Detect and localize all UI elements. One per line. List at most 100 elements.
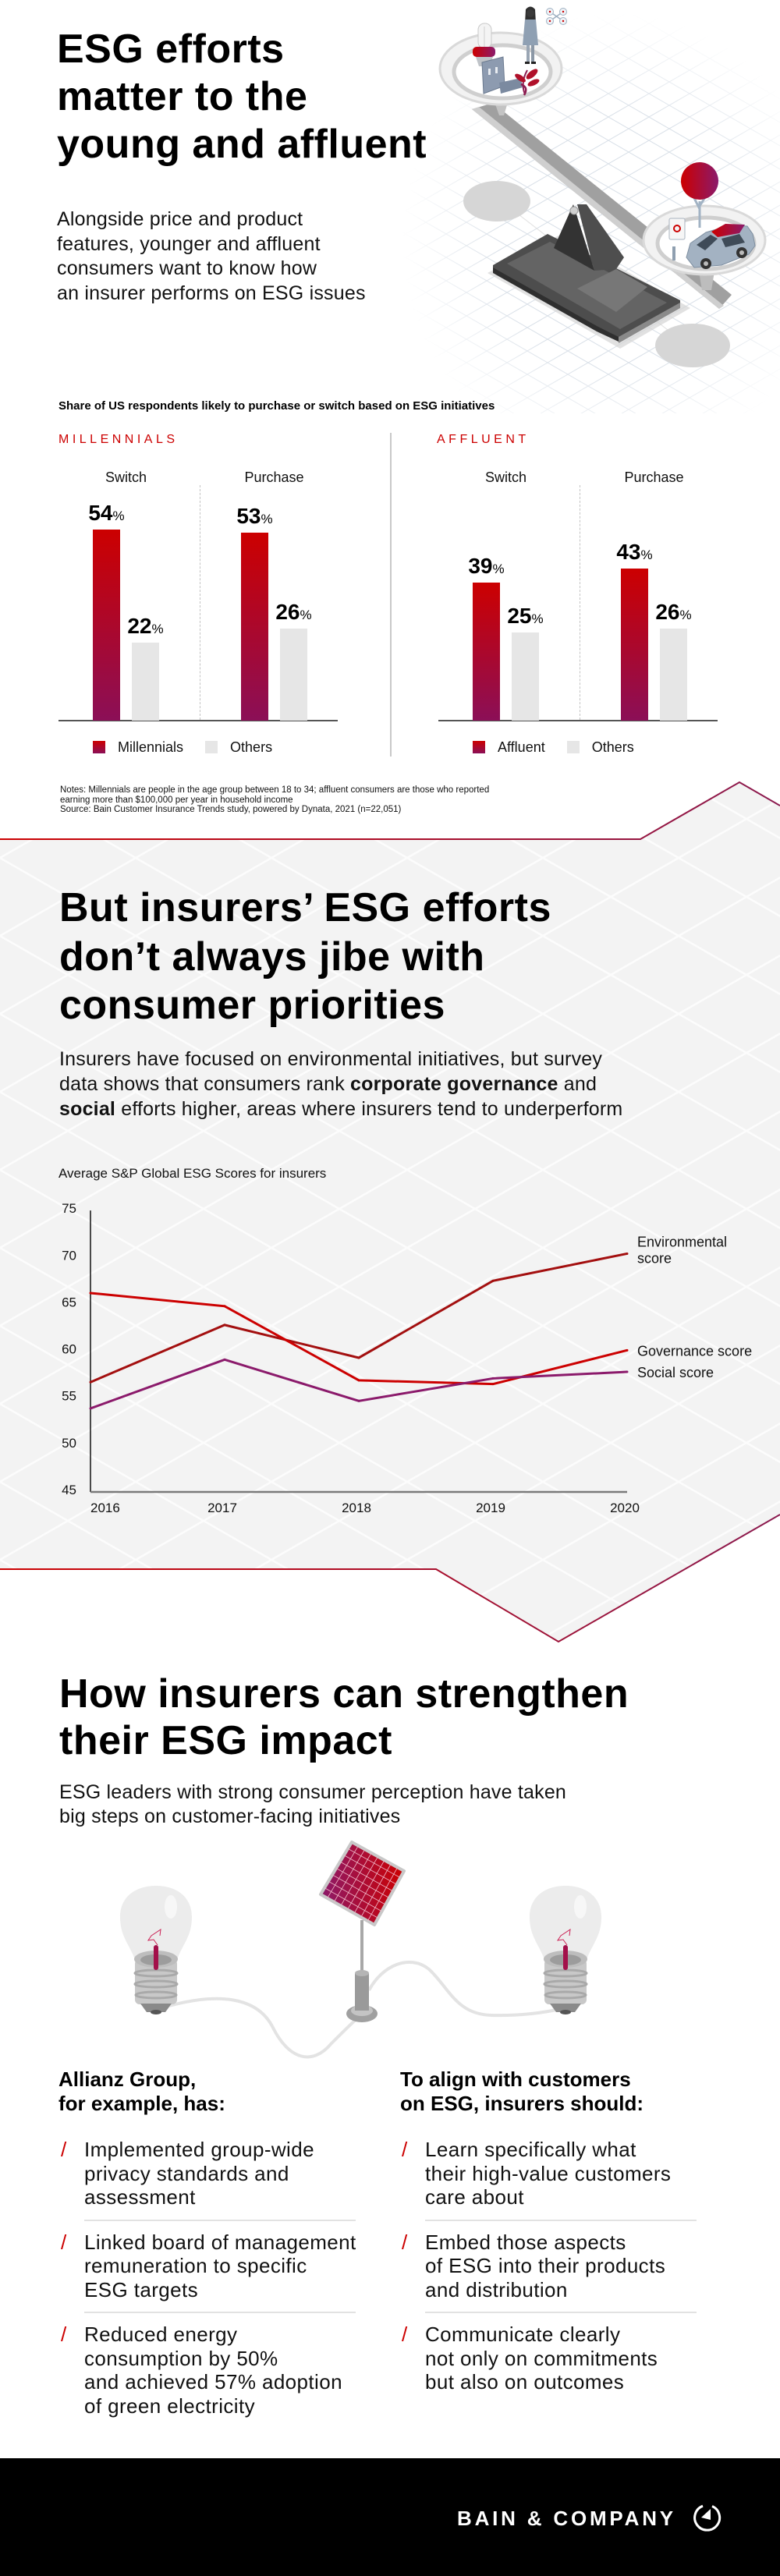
- list-item-text: Communicate clearly not only on commitme…: [425, 2323, 658, 2394]
- x-tick-label: 2020: [610, 1501, 640, 1515]
- value-unit: %: [261, 512, 273, 527]
- slash-bullet-icon: /: [61, 2230, 67, 2254]
- hero-intro: Alongside price and product features, yo…: [57, 208, 366, 305]
- power-cable: [168, 1997, 359, 2059]
- recommendations-heading: To align with customers on ESG, insurers…: [400, 2068, 644, 2115]
- y-tick-label: 65: [62, 1295, 76, 1309]
- bar-value-label: 22%: [107, 615, 185, 642]
- data-point-social-score: [89, 1407, 92, 1410]
- value-number: 26: [655, 599, 680, 624]
- scores-intro-emphasis: corporate governance: [350, 1073, 558, 1095]
- solar-panel-stand: [346, 1920, 378, 2022]
- series-label-governance-score: Governance score: [637, 1343, 752, 1359]
- bar-switch-affluent: [473, 582, 500, 721]
- data-point-governance-score: [223, 1305, 226, 1308]
- value-number: 53: [236, 504, 261, 529]
- y-tick-label: 55: [62, 1389, 76, 1404]
- group-label-purchase: Purchase: [624, 469, 684, 485]
- data-point-environmental-score: [626, 1252, 629, 1255]
- value-number: 39: [468, 553, 493, 578]
- list-item-text: Learn specifically what their high-value…: [425, 2138, 672, 2209]
- lightbulb-icon: [119, 1884, 193, 2016]
- series-line-environmental-score: [90, 1252, 628, 1384]
- value-unit: %: [151, 622, 164, 637]
- legend-label: Millennials: [118, 739, 184, 755]
- bain-compass-icon: [693, 2504, 722, 2532]
- group-label-purchase: Purchase: [244, 469, 304, 485]
- value-unit: %: [492, 561, 505, 576]
- scores-title: But insurers’ ESG efforts don’t always j…: [59, 885, 551, 1028]
- list-item: / Communicate clearly not only on commitm…: [402, 2312, 697, 2394]
- series-line-governance-score: [90, 1292, 628, 1386]
- insurer-recommendations-column: To align with customers on ESG, insurers…: [400, 2068, 697, 2394]
- data-point-governance-score: [357, 1379, 360, 1382]
- bar-switch-others: [512, 632, 539, 721]
- bar-purchase-affluent: [621, 568, 648, 721]
- value-unit: %: [679, 607, 692, 622]
- list-item-text: Linked board of management remuneration …: [84, 2230, 356, 2301]
- solar-cell-line: [343, 1855, 397, 1885]
- y-tick-label: 70: [62, 1248, 76, 1263]
- legend-label: Others: [591, 739, 634, 755]
- list-item-text: Reduced energy consumption by 50% and ac…: [84, 2323, 342, 2418]
- slash-bullet-icon: /: [402, 2138, 408, 2161]
- legend-item-others: Others: [205, 739, 272, 756]
- series-label-social-score: Social score: [637, 1365, 714, 1380]
- list-item: / Reduced energy consumption by 50% and a…: [61, 2312, 356, 2418]
- panel-label-millennials: MILLENNIALS: [58, 433, 179, 446]
- line-chart-title: Average S&P Global ESG Scores for insure…: [58, 1166, 327, 1181]
- value-unit: %: [640, 547, 653, 562]
- data-point-environmental-score: [491, 1279, 495, 1282]
- data-point-governance-score: [89, 1292, 92, 1295]
- data-point-social-score: [357, 1399, 360, 1402]
- bar-switch-others: [132, 643, 159, 721]
- allianz-heading: Allianz Group, for example, has:: [58, 2068, 225, 2115]
- allianz-example-column: Allianz Group, for example, has: / Implem…: [58, 2068, 356, 2418]
- legend-item-others: Others: [566, 739, 634, 756]
- legend-label: Affluent: [498, 739, 545, 755]
- affluent-bar-chart: Affluent Others Switch 39% 25% Purchase 43% 26…: [438, 460, 719, 764]
- scale-base: [493, 234, 680, 343]
- slash-bullet-icon: /: [61, 2323, 67, 2346]
- bar-purchase-millennials: [241, 533, 268, 721]
- cfl-bulb-icon: [473, 23, 495, 66]
- power-cable: [367, 1961, 561, 2018]
- list-item-text: Implemented group-wide privacy standards…: [84, 2138, 314, 2209]
- slash-bullet-icon: /: [61, 2138, 67, 2161]
- group-label-switch: Switch: [484, 469, 526, 485]
- scores-intro-text: and: [563, 1073, 597, 1095]
- legend-label: Others: [230, 739, 273, 755]
- tree-icon: [681, 162, 718, 228]
- series-label-environmental-score: Environmental score: [637, 1234, 727, 1266]
- footer: BAIN & COMPANY: [0, 2458, 780, 2576]
- bar-purchase-others: [280, 628, 307, 721]
- data-point-social-score: [223, 1358, 226, 1361]
- hero-title: ESG efforts matter to the young and affl…: [57, 27, 427, 167]
- millennials-bar-chart: Millennials Others Switch 54% 22% Purchase 53…: [58, 460, 339, 764]
- legend-swatch: [566, 741, 580, 753]
- x-tick-label: 2017: [207, 1501, 237, 1515]
- chart-notes: Notes: Millennials are people in the age…: [60, 785, 490, 814]
- slash-bullet-icon: /: [402, 2323, 408, 2346]
- electric-car-icon: [686, 224, 756, 269]
- legend-item-affluent: Affluent: [473, 739, 545, 756]
- ev-charger-icon: [668, 218, 686, 260]
- list-item: / Embed those aspects of ESG into their p…: [402, 2219, 697, 2302]
- legend-item-millennials: Millennials: [93, 739, 183, 756]
- legend-swatch: [473, 741, 485, 753]
- solar-cell-line: [339, 1861, 393, 1892]
- x-tick-label: 2018: [342, 1501, 371, 1515]
- y-tick-label: 75: [62, 1201, 76, 1216]
- value-unit: %: [531, 611, 544, 626]
- y-tick-label: 45: [62, 1483, 76, 1497]
- list-item: / Linked board of management remuneration…: [61, 2219, 356, 2302]
- panel-label-affluent: AFFLUENT: [437, 433, 530, 446]
- bar-value-label: 26%: [255, 600, 333, 628]
- list-item: / Learn specifically what their high-valu…: [402, 2138, 671, 2209]
- y-tick-label: 50: [62, 1436, 76, 1451]
- bar-value-label: 53%: [216, 505, 294, 532]
- group-label-switch: Switch: [105, 469, 147, 485]
- esg-balance-scale-illustration: [390, 0, 780, 413]
- slash-bullet-icon: /: [402, 2230, 408, 2254]
- bar-switch-millennials: [93, 529, 120, 721]
